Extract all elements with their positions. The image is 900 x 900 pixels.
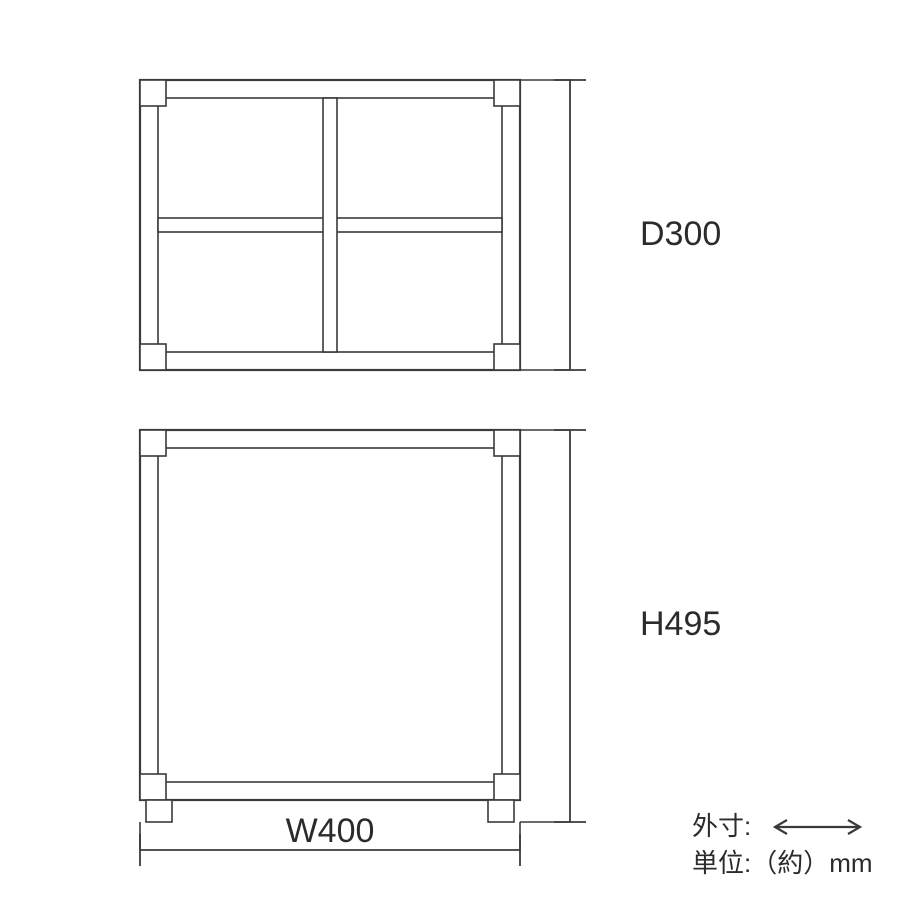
top-view: D300 <box>140 80 721 370</box>
legend-unit-label: 単位:（約）mm <box>692 848 873 878</box>
front-view: H495 W400 <box>140 430 721 866</box>
dimension-label: D300 <box>640 215 721 253</box>
dimension-label: W400 <box>286 812 375 850</box>
legend: 外寸: 単位:（約）mm <box>692 811 873 878</box>
legend-outer-size-label: 外寸: <box>692 811 751 841</box>
dimension-label: H495 <box>640 605 721 643</box>
